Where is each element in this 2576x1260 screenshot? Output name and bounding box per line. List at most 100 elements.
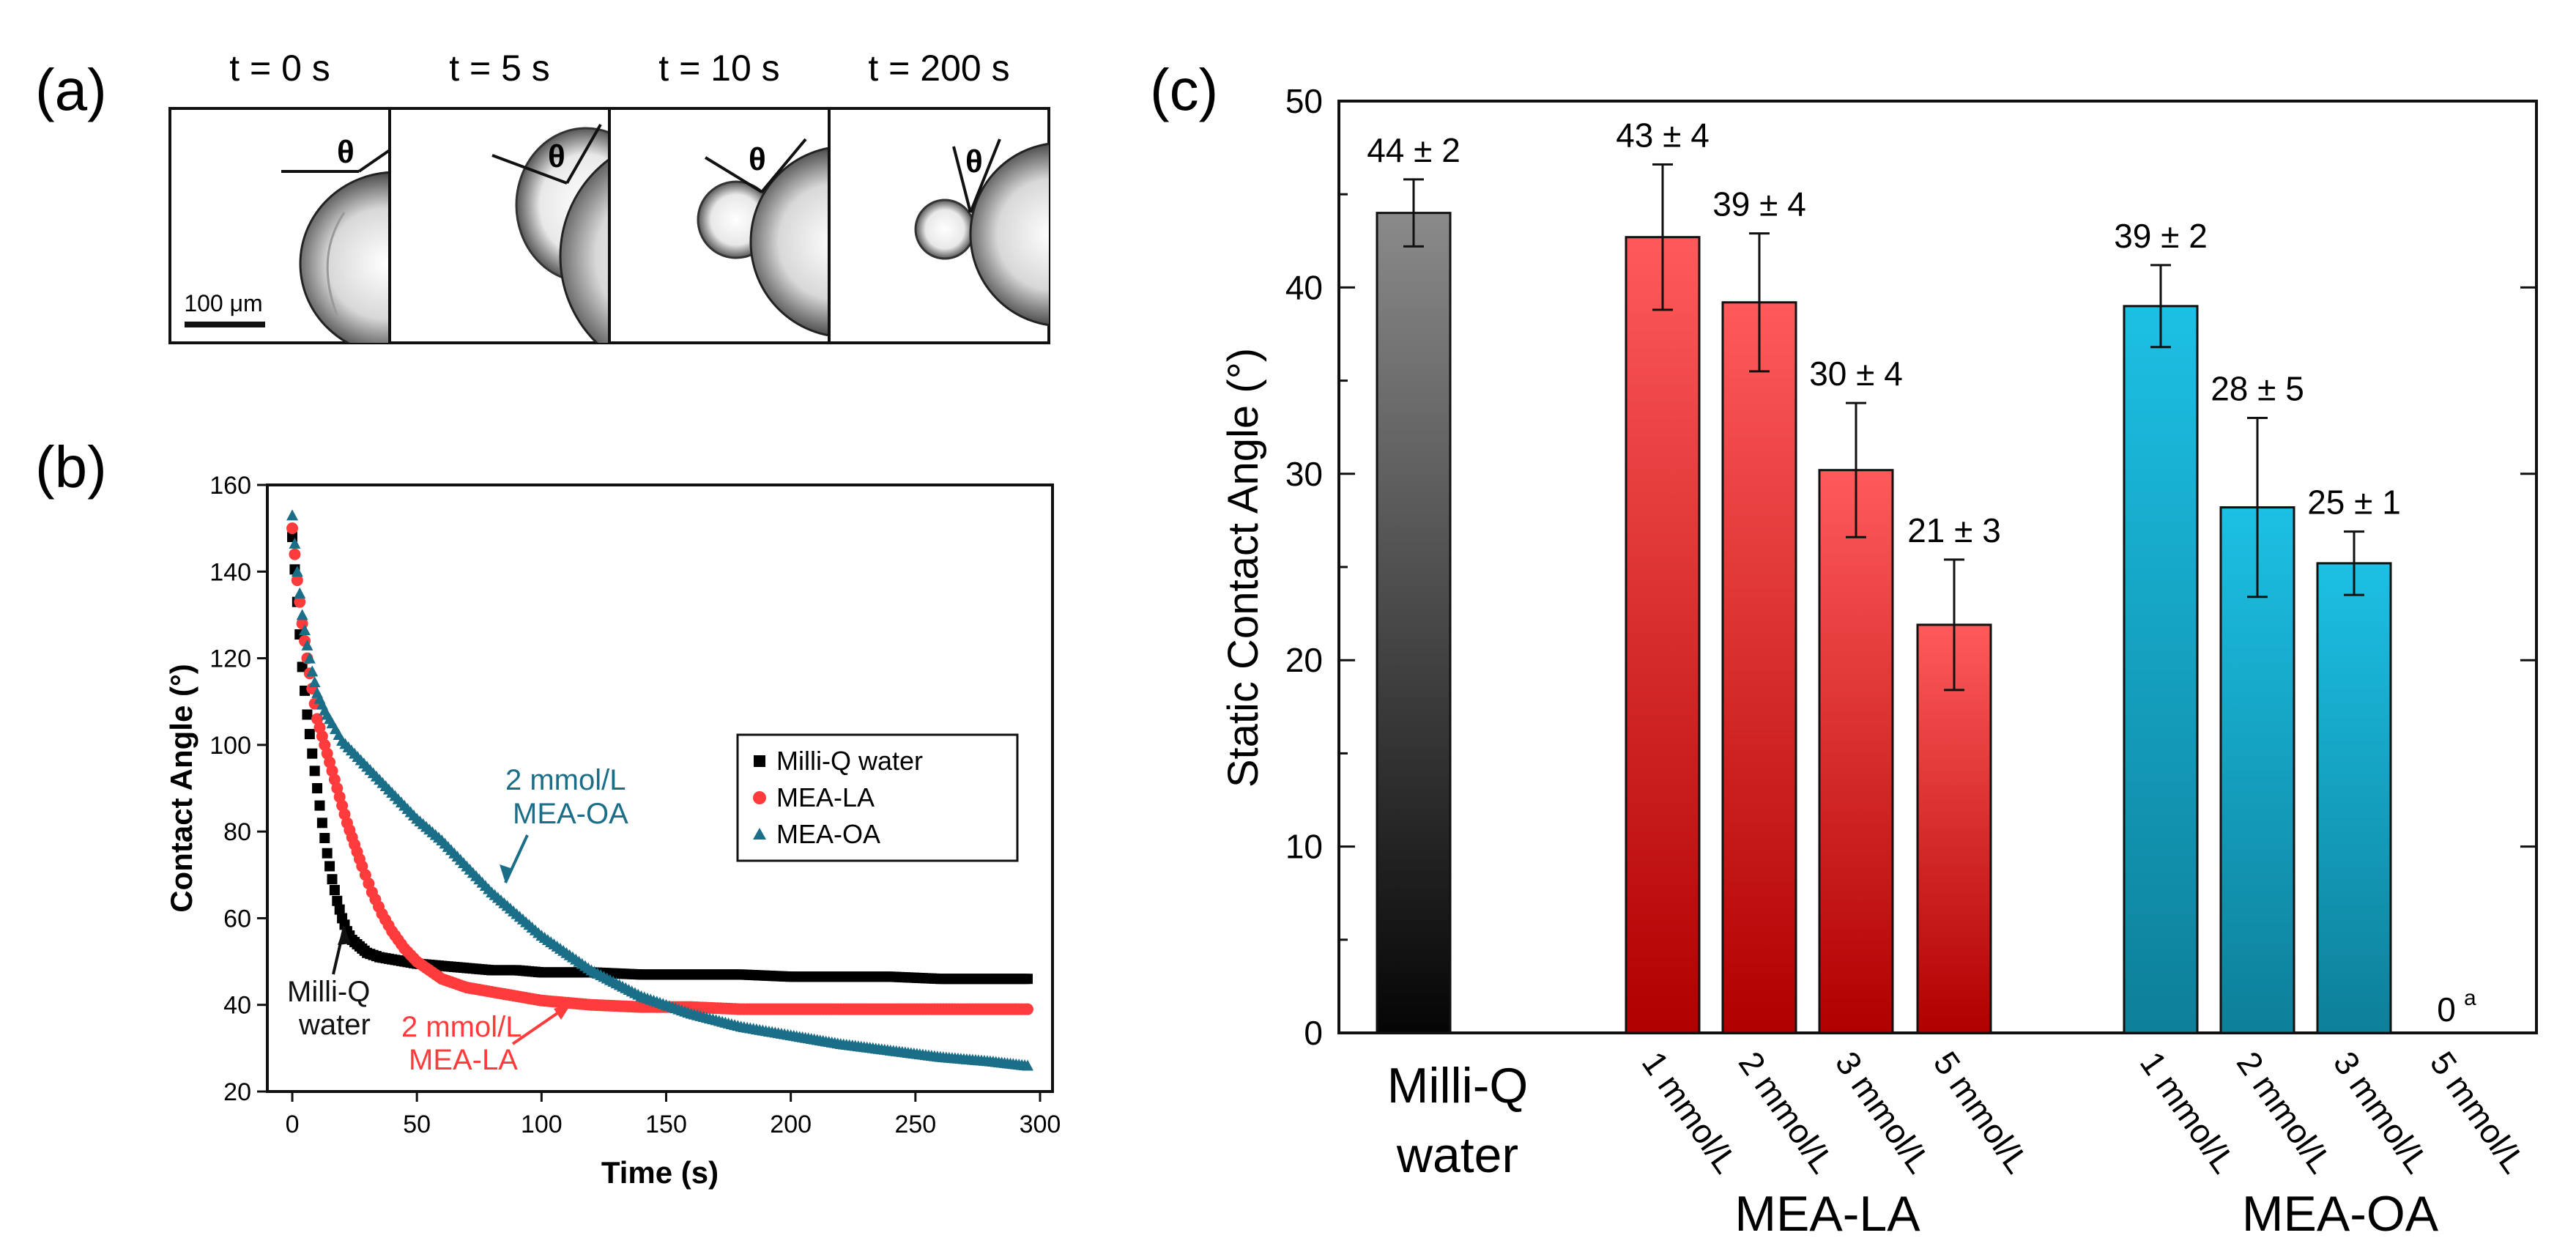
annot-la-line1: 2 mmol/L bbox=[401, 1011, 522, 1043]
point bbox=[301, 639, 313, 651]
category-label: 5 mmol/L bbox=[2423, 1045, 2534, 1180]
point bbox=[1021, 1059, 1033, 1071]
droplet-frame-1: θ bbox=[388, 107, 611, 344]
panel-b-legend: Milli-Q water MEA-LA MEA-OA bbox=[736, 733, 1019, 862]
b-ytick-label: 160 bbox=[209, 472, 251, 500]
point bbox=[334, 904, 345, 915]
point bbox=[294, 596, 306, 608]
category-label: 1 mmol/L bbox=[2133, 1045, 2243, 1180]
panel-b-series bbox=[286, 509, 1033, 1071]
b-ytick-label: 140 bbox=[209, 558, 251, 586]
b-xtick-label: 300 bbox=[1020, 1111, 1061, 1138]
b-ytick-label: 120 bbox=[209, 645, 251, 673]
category-label: 2 mmol/L bbox=[1731, 1045, 1842, 1180]
point bbox=[289, 537, 301, 549]
point bbox=[308, 676, 321, 688]
bar-value-label: 25 ± 1 bbox=[2307, 483, 2401, 522]
category-label: 2 mmol/L bbox=[2230, 1045, 2340, 1180]
panel-a-label: (a) bbox=[35, 57, 107, 122]
panel-b-ticks: 0 50 100 150 200 250 300 20 40 60 80 100 120 140 160 bbox=[209, 472, 1061, 1138]
legend-label-mea-la: MEA-LA bbox=[776, 782, 875, 812]
theta-symbol-1: θ bbox=[548, 138, 565, 174]
annot-oa-arrowhead bbox=[500, 864, 513, 883]
bar-milli-q-water: 44 ± 2 bbox=[1367, 131, 1460, 1034]
point bbox=[297, 662, 308, 672]
panel-b-ylabel: Contact Angle (°) bbox=[164, 664, 198, 913]
point bbox=[296, 609, 308, 620]
panel-b-chart: (b) 0 50 100 150 200 250 300 20 40 60 80 100 120 140 1… bbox=[35, 434, 1061, 1190]
bar-rect bbox=[1916, 623, 1992, 1034]
c-ytick-label: 20 bbox=[1285, 641, 1323, 679]
panel-b-xlabel: Time (s) bbox=[601, 1155, 719, 1190]
c-ytick-label: 30 bbox=[1285, 455, 1323, 493]
point bbox=[327, 874, 338, 885]
scale-bar-label: 100 μm bbox=[184, 290, 262, 316]
droplet-frame-2: θ bbox=[608, 107, 831, 344]
annot-la-line2: MEA-LA bbox=[409, 1044, 518, 1076]
bar-mea-la-5: 21 ± 3 5 mmol/L bbox=[1907, 511, 2037, 1180]
point bbox=[1022, 974, 1033, 985]
c-ytick-label: 10 bbox=[1285, 828, 1323, 866]
bar-value-label: 0 bbox=[2437, 990, 2456, 1029]
point bbox=[286, 522, 299, 535]
theta-symbol-3: θ bbox=[965, 144, 983, 179]
panel-b-label: (b) bbox=[35, 434, 107, 500]
b-xtick-label: 0 bbox=[286, 1111, 300, 1138]
point bbox=[294, 587, 306, 598]
droplet-frame-0: θ 100 μm bbox=[168, 107, 391, 344]
point bbox=[332, 895, 343, 906]
panel-c-label: (c) bbox=[1150, 57, 1218, 122]
b-ytick-label: 40 bbox=[223, 992, 251, 1020]
category-label: 3 mmol/L bbox=[2326, 1045, 2437, 1180]
bar-value-label: 43 ± 4 bbox=[1616, 116, 1710, 154]
group-label-mea-la: MEA-LA bbox=[1734, 1186, 1920, 1242]
group-label-water-2: water bbox=[1396, 1127, 1518, 1183]
b-xtick-label: 100 bbox=[521, 1111, 563, 1138]
category-label: 3 mmol/L bbox=[1828, 1045, 1939, 1180]
category-label: 5 mmol/L bbox=[1926, 1045, 2037, 1180]
point bbox=[291, 574, 303, 587]
frame-time-3: t = 200 s bbox=[868, 48, 1009, 89]
annot-oa-line2: MEA-OA bbox=[513, 798, 628, 830]
point bbox=[319, 833, 330, 844]
bar-mea-oa-5: 0 a 5 mmol/L bbox=[2423, 986, 2534, 1180]
b-ytick-label: 60 bbox=[223, 905, 251, 933]
point bbox=[302, 709, 313, 720]
c-ytick-label: 50 bbox=[1285, 82, 1323, 120]
frame-time-0: t = 0 s bbox=[229, 48, 330, 89]
b-xtick-label: 50 bbox=[403, 1111, 431, 1138]
panel-b-plot-frame bbox=[266, 483, 1054, 1093]
bar-rect bbox=[1721, 301, 1797, 1034]
point bbox=[329, 884, 340, 895]
bar-mea-oa-3: 25 ± 1 3 mmol/L bbox=[2307, 483, 2437, 1180]
legend-marker-mea-oa bbox=[753, 828, 766, 840]
legend-label-milliq: Milli-Q water bbox=[776, 746, 923, 776]
annot-water-line1: Milli-Q bbox=[287, 976, 370, 1008]
bar-value-label: 39 ± 2 bbox=[2114, 217, 2208, 255]
legend-label-mea-oa: MEA-OA bbox=[776, 819, 880, 849]
c-ytick-label: 40 bbox=[1285, 268, 1323, 306]
bar-rect bbox=[2316, 562, 2392, 1034]
point bbox=[289, 548, 301, 560]
panel-a: (a) t = 0 s t = 5 s t = 10 s t = 200 s θ… bbox=[35, 48, 1050, 344]
bar-rect bbox=[1625, 236, 1701, 1034]
legend-marker-milliq bbox=[754, 755, 765, 767]
bar-value-label: 28 ± 5 bbox=[2211, 369, 2304, 407]
bar-rect bbox=[1818, 469, 1894, 1034]
c-ytick-label: 0 bbox=[1304, 1014, 1323, 1052]
droplet-frame-3: θ bbox=[828, 107, 1050, 344]
bar-value-label: 30 ± 4 bbox=[1809, 355, 1903, 393]
b-ytick-label: 20 bbox=[223, 1078, 251, 1106]
annot-oa-line1: 2 mmol/L bbox=[505, 764, 626, 796]
point bbox=[306, 665, 319, 677]
panel-c-bars: 44 ± 2 43 ± 4 1 mmol/L 39 ± 4 2 mmol/L 30 ± 4… bbox=[1367, 116, 2534, 1179]
point bbox=[291, 566, 303, 577]
point bbox=[314, 800, 325, 811]
b-xtick-label: 250 bbox=[894, 1111, 936, 1138]
frame-time-1: t = 5 s bbox=[449, 48, 550, 89]
bar-rect bbox=[1376, 212, 1452, 1034]
bar-rect bbox=[2123, 305, 2199, 1034]
point bbox=[304, 729, 315, 740]
series-mea-oa bbox=[286, 509, 1033, 1071]
theta-symbol-0: θ bbox=[337, 134, 355, 170]
